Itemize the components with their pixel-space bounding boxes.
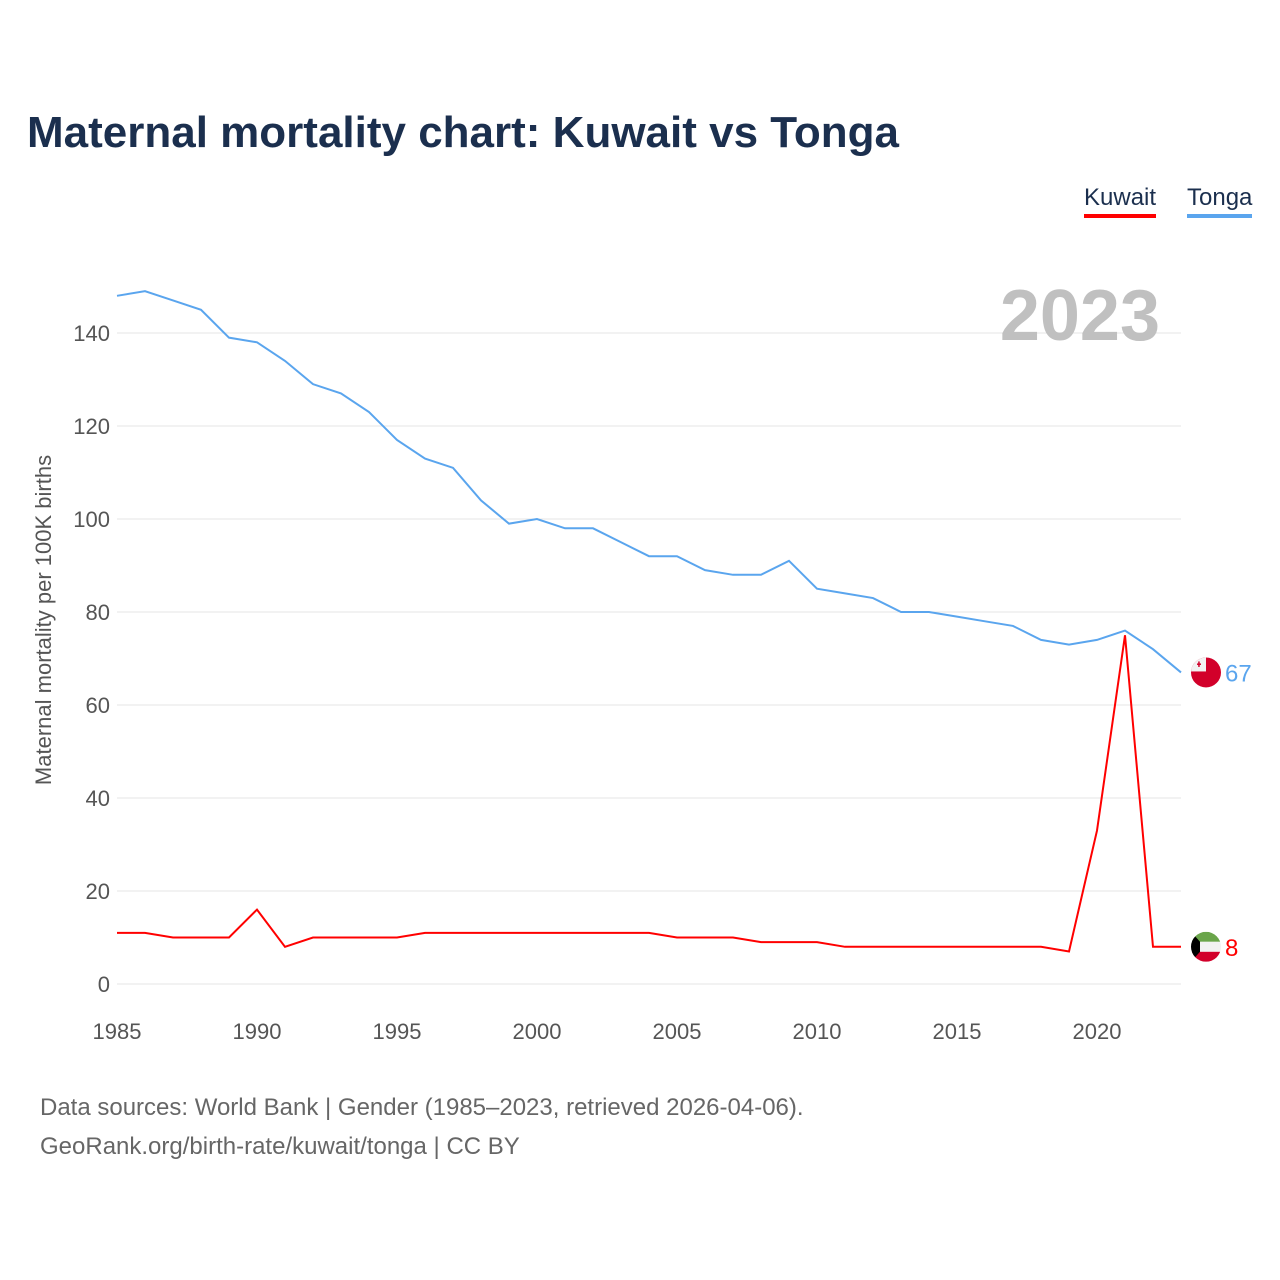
y-tick-label: 20 [86, 879, 110, 904]
x-tick-label: 2005 [653, 1019, 702, 1044]
kuwait-flag-icon [1191, 931, 1221, 962]
y-axis-label: Maternal mortality per 100K births [31, 455, 56, 785]
legend-kuwait[interactable]: Kuwait [1084, 184, 1157, 218]
y-tick-label: 80 [86, 600, 110, 625]
x-tick-label: 2010 [793, 1019, 842, 1044]
source-link[interactable]: GeoRank.org/birth-rate/kuwait/tonga | CC… [40, 1133, 520, 1160]
x-tick-label: 1985 [93, 1019, 142, 1044]
y-tick-label: 120 [73, 414, 110, 439]
source-text: Data sources: World Bank | Gender (1985–… [40, 1094, 804, 1121]
y-tick-label: 140 [73, 321, 110, 346]
y-tick-label: 40 [86, 786, 110, 811]
chart-title: Maternal mortality chart: Kuwait vs Tong… [27, 108, 900, 157]
year-label: 2023 [1000, 276, 1160, 356]
y-tick-label: 100 [73, 507, 110, 532]
x-tick-label: 2015 [933, 1019, 982, 1044]
end-value-kuwait: 8 [1225, 935, 1238, 962]
end-value-tonga: 67 [1225, 660, 1252, 687]
x-tick-label: 1990 [233, 1019, 282, 1044]
x-tick-label: 1995 [373, 1019, 422, 1044]
footer: Data sources: World Bank | Gender (1985–… [40, 1088, 804, 1166]
tonga-flag-icon [1191, 657, 1221, 688]
series-line-kuwait [117, 635, 1181, 953]
y-tick-label: 0 [98, 972, 110, 997]
series-line-tonga [116, 290, 1182, 674]
x-tick-label: 2020 [1073, 1019, 1122, 1044]
legend-tonga[interactable]: Tonga [1187, 184, 1253, 218]
y-tick-label: 60 [86, 693, 110, 718]
x-tick-label: 2000 [513, 1019, 562, 1044]
